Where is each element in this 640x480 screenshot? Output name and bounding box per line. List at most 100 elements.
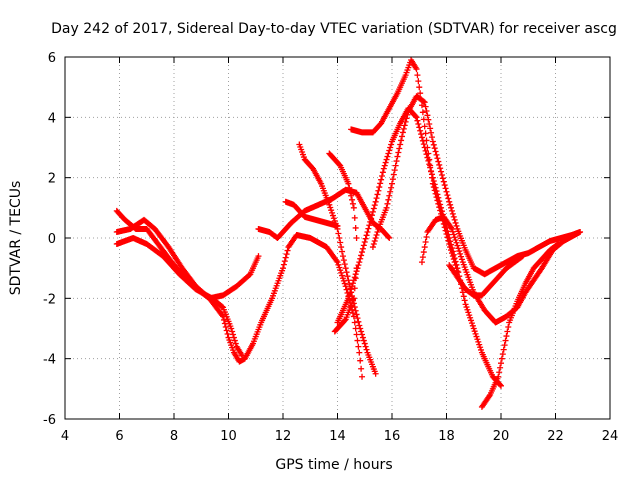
data-point [497, 381, 504, 388]
data-point [445, 195, 452, 202]
data-point [347, 188, 354, 195]
data-point [464, 306, 471, 313]
data-point [222, 323, 229, 330]
data-point [224, 331, 231, 338]
data-point [347, 289, 354, 296]
data-point [358, 328, 365, 335]
data-point [366, 222, 373, 229]
data-point [499, 351, 506, 358]
data-point [478, 346, 485, 353]
data-point [500, 346, 507, 353]
data-point [352, 271, 359, 278]
data-point [448, 247, 455, 254]
data-point [446, 241, 453, 248]
data-point [469, 322, 476, 329]
data-point [370, 241, 377, 248]
data-point [357, 255, 364, 262]
data-point [443, 188, 450, 195]
data-point [359, 331, 366, 338]
data-point [419, 254, 426, 261]
data-point [452, 237, 459, 244]
data-point [345, 180, 352, 187]
data-point [433, 151, 440, 158]
data-point [361, 340, 368, 347]
y-tick-label: 6 [48, 51, 56, 66]
x-tick-label: 12 [275, 429, 292, 444]
data-point [329, 209, 336, 216]
data-point [444, 234, 451, 241]
data-point [229, 328, 236, 335]
data-point [428, 129, 435, 136]
data-point [448, 250, 455, 257]
data-point [403, 115, 410, 122]
data-point [369, 208, 376, 215]
data-point [504, 328, 511, 335]
data-point [498, 355, 505, 362]
data-point [350, 277, 357, 284]
data-point [468, 317, 475, 324]
data-point [400, 125, 407, 132]
data-point [418, 134, 425, 141]
data-point [477, 344, 484, 351]
data-point [417, 90, 424, 97]
data-point [455, 245, 462, 252]
y-tick-label: -2 [43, 292, 56, 307]
data-point [430, 184, 437, 191]
data-point [435, 200, 442, 207]
data-point [503, 333, 510, 340]
data-point [434, 197, 441, 204]
series-track-c [113, 235, 246, 359]
data-point [421, 99, 428, 106]
data-point [418, 96, 425, 103]
data-point [448, 204, 455, 211]
y-tick-label: -6 [43, 413, 56, 428]
data-point [391, 167, 398, 174]
data-point [413, 66, 420, 73]
data-point [441, 182, 448, 189]
data-point [448, 207, 455, 214]
data-point [368, 215, 375, 222]
data-point [429, 180, 436, 187]
data-point [220, 316, 227, 323]
data-point [425, 157, 432, 164]
chart-title: Day 242 of 2017, Sidereal Day-to-day VTE… [51, 21, 617, 37]
data-point [432, 148, 439, 155]
data-point [231, 337, 238, 344]
data-point [284, 247, 291, 254]
series-track-e [282, 198, 341, 229]
data-point [468, 320, 475, 327]
data-point [394, 153, 401, 160]
data-point [449, 228, 456, 235]
data-point [466, 312, 473, 319]
data-point [428, 134, 435, 141]
data-point [358, 365, 365, 372]
data-point [432, 190, 439, 197]
data-point [374, 228, 381, 235]
data-point [360, 242, 367, 249]
data-point [456, 248, 463, 255]
data-point [453, 222, 460, 229]
data-point [448, 224, 455, 231]
data-point [346, 292, 353, 299]
data-point [412, 113, 419, 120]
data-point [339, 248, 346, 255]
data-point [416, 124, 423, 131]
data-point [519, 253, 526, 260]
data-point [518, 253, 525, 260]
data-point [387, 188, 394, 195]
data-point [361, 239, 368, 246]
data-point [378, 176, 385, 183]
series-track-j [348, 57, 461, 275]
data-point [498, 360, 504, 367]
data-point [356, 349, 363, 356]
data-point [458, 256, 465, 263]
series-track-k [418, 213, 584, 326]
data-point [335, 230, 342, 237]
data-point [337, 267, 344, 274]
data-point [367, 218, 374, 225]
data-point [397, 141, 404, 148]
data-point [424, 144, 431, 151]
x-tick-label: 8 [170, 429, 178, 444]
data-point [418, 131, 425, 138]
data-point [336, 235, 343, 241]
